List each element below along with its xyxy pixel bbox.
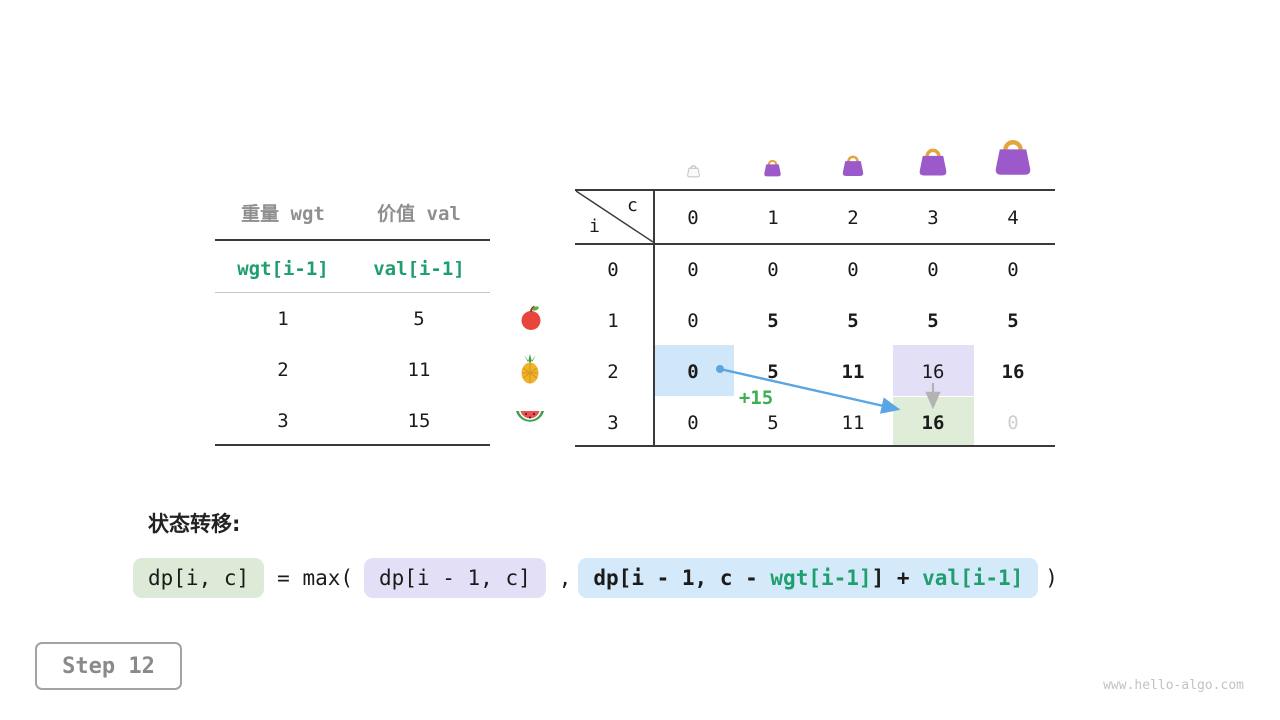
dp-cell: 0 — [847, 258, 859, 281]
dp-cell: 5 — [927, 309, 939, 332]
dp-cell: 5 — [767, 411, 779, 434]
step-indicator: Step 12 — [35, 642, 182, 690]
pineapple-icon — [521, 354, 539, 384]
formula-take-mid: ] + — [871, 566, 923, 590]
dp-cell: 11 — [841, 411, 865, 434]
dp-col-header: 2 — [847, 206, 859, 229]
dp-row-header: 1 — [607, 309, 619, 332]
dp-corner-row-var: i — [589, 216, 600, 237]
bag-icon-s — [764, 159, 781, 177]
dp-cell-source: 0 — [687, 360, 699, 383]
dp-col-header: 3 — [927, 206, 939, 229]
formula-take-wgt: wgt[i-1] — [770, 566, 872, 590]
corner-diagonal-line — [575, 190, 654, 243]
dp-cell: 0 — [687, 258, 699, 281]
formula-keep-case: dp[i - 1, c] — [364, 558, 546, 598]
dp-cell-current: 16 — [921, 411, 945, 434]
item-wgt: 2 — [277, 359, 289, 381]
formula-take-prefix: dp[i - 1, c - — [593, 566, 771, 590]
items-var-wgt: wgt[i-1] — [237, 258, 329, 280]
divider-line — [653, 189, 655, 447]
transition-gain-label: +15 — [738, 387, 774, 409]
item-wgt: 1 — [277, 308, 289, 330]
bag-icon-xl — [995, 140, 1031, 175]
items-col-header-wgt: 重量 wgt — [241, 203, 325, 225]
dp-cell: 5 — [767, 309, 779, 332]
items-col-header-val: 价值 val — [377, 203, 461, 225]
watermark: www.hello-algo.com — [1103, 678, 1244, 693]
formula-comma: , — [558, 566, 572, 590]
formula-take-val: val[i-1] — [922, 566, 1024, 590]
divider-line — [215, 444, 490, 446]
dp-cell: 0 — [767, 258, 779, 281]
dp-cell: 11 — [841, 360, 865, 383]
bag-icon-l — [919, 148, 947, 176]
item-wgt: 3 — [277, 410, 289, 432]
divider-line — [575, 243, 1055, 245]
dp-cell-pending: 0 — [1007, 411, 1019, 434]
dp-col-header: 0 — [687, 206, 699, 229]
dp-cell: 5 — [847, 309, 859, 332]
dp-cell: 0 — [687, 309, 699, 332]
dp-row-header: 3 — [607, 411, 619, 434]
dp-cell: 16 — [1001, 360, 1025, 383]
transition-formula: dp[i, c] = max( dp[i - 1, c] , dp[i - 1,… — [133, 558, 1058, 598]
dp-row-header: 0 — [607, 258, 619, 281]
watermelon-icon — [516, 411, 544, 422]
item-val: 15 — [407, 410, 431, 432]
dp-cell: 5 — [1007, 309, 1019, 332]
dp-col-header: 1 — [767, 206, 779, 229]
item-val: 5 — [413, 308, 425, 330]
dp-cell: 0 — [927, 258, 939, 281]
formula-take-case: dp[i - 1, c - wgt[i-1]] + val[i-1] — [578, 558, 1039, 598]
bag-icon-m — [842, 155, 864, 177]
divider-line — [215, 239, 490, 241]
formula-close-paren: ) — [1045, 566, 1058, 590]
transition-section-label: 状态转移: — [148, 512, 241, 536]
formula-operator: = max( — [277, 566, 354, 590]
dp-corner-col-var: c — [627, 195, 638, 216]
divider-line — [575, 189, 1055, 191]
bag-icon-xs — [687, 165, 700, 178]
formula-lhs: dp[i, c] — [133, 558, 265, 598]
divider-line — [575, 445, 1055, 447]
dp-cell: 0 — [1007, 258, 1019, 281]
dp-row-header: 2 — [607, 360, 619, 383]
dp-cell-keep: 16 — [921, 360, 945, 383]
dp-cell: 0 — [687, 411, 699, 434]
item-val: 11 — [407, 359, 431, 381]
apple-icon — [521, 305, 541, 330]
dp-col-header: 4 — [1007, 206, 1019, 229]
items-var-val: val[i-1] — [373, 258, 465, 280]
divider-line — [215, 292, 490, 293]
